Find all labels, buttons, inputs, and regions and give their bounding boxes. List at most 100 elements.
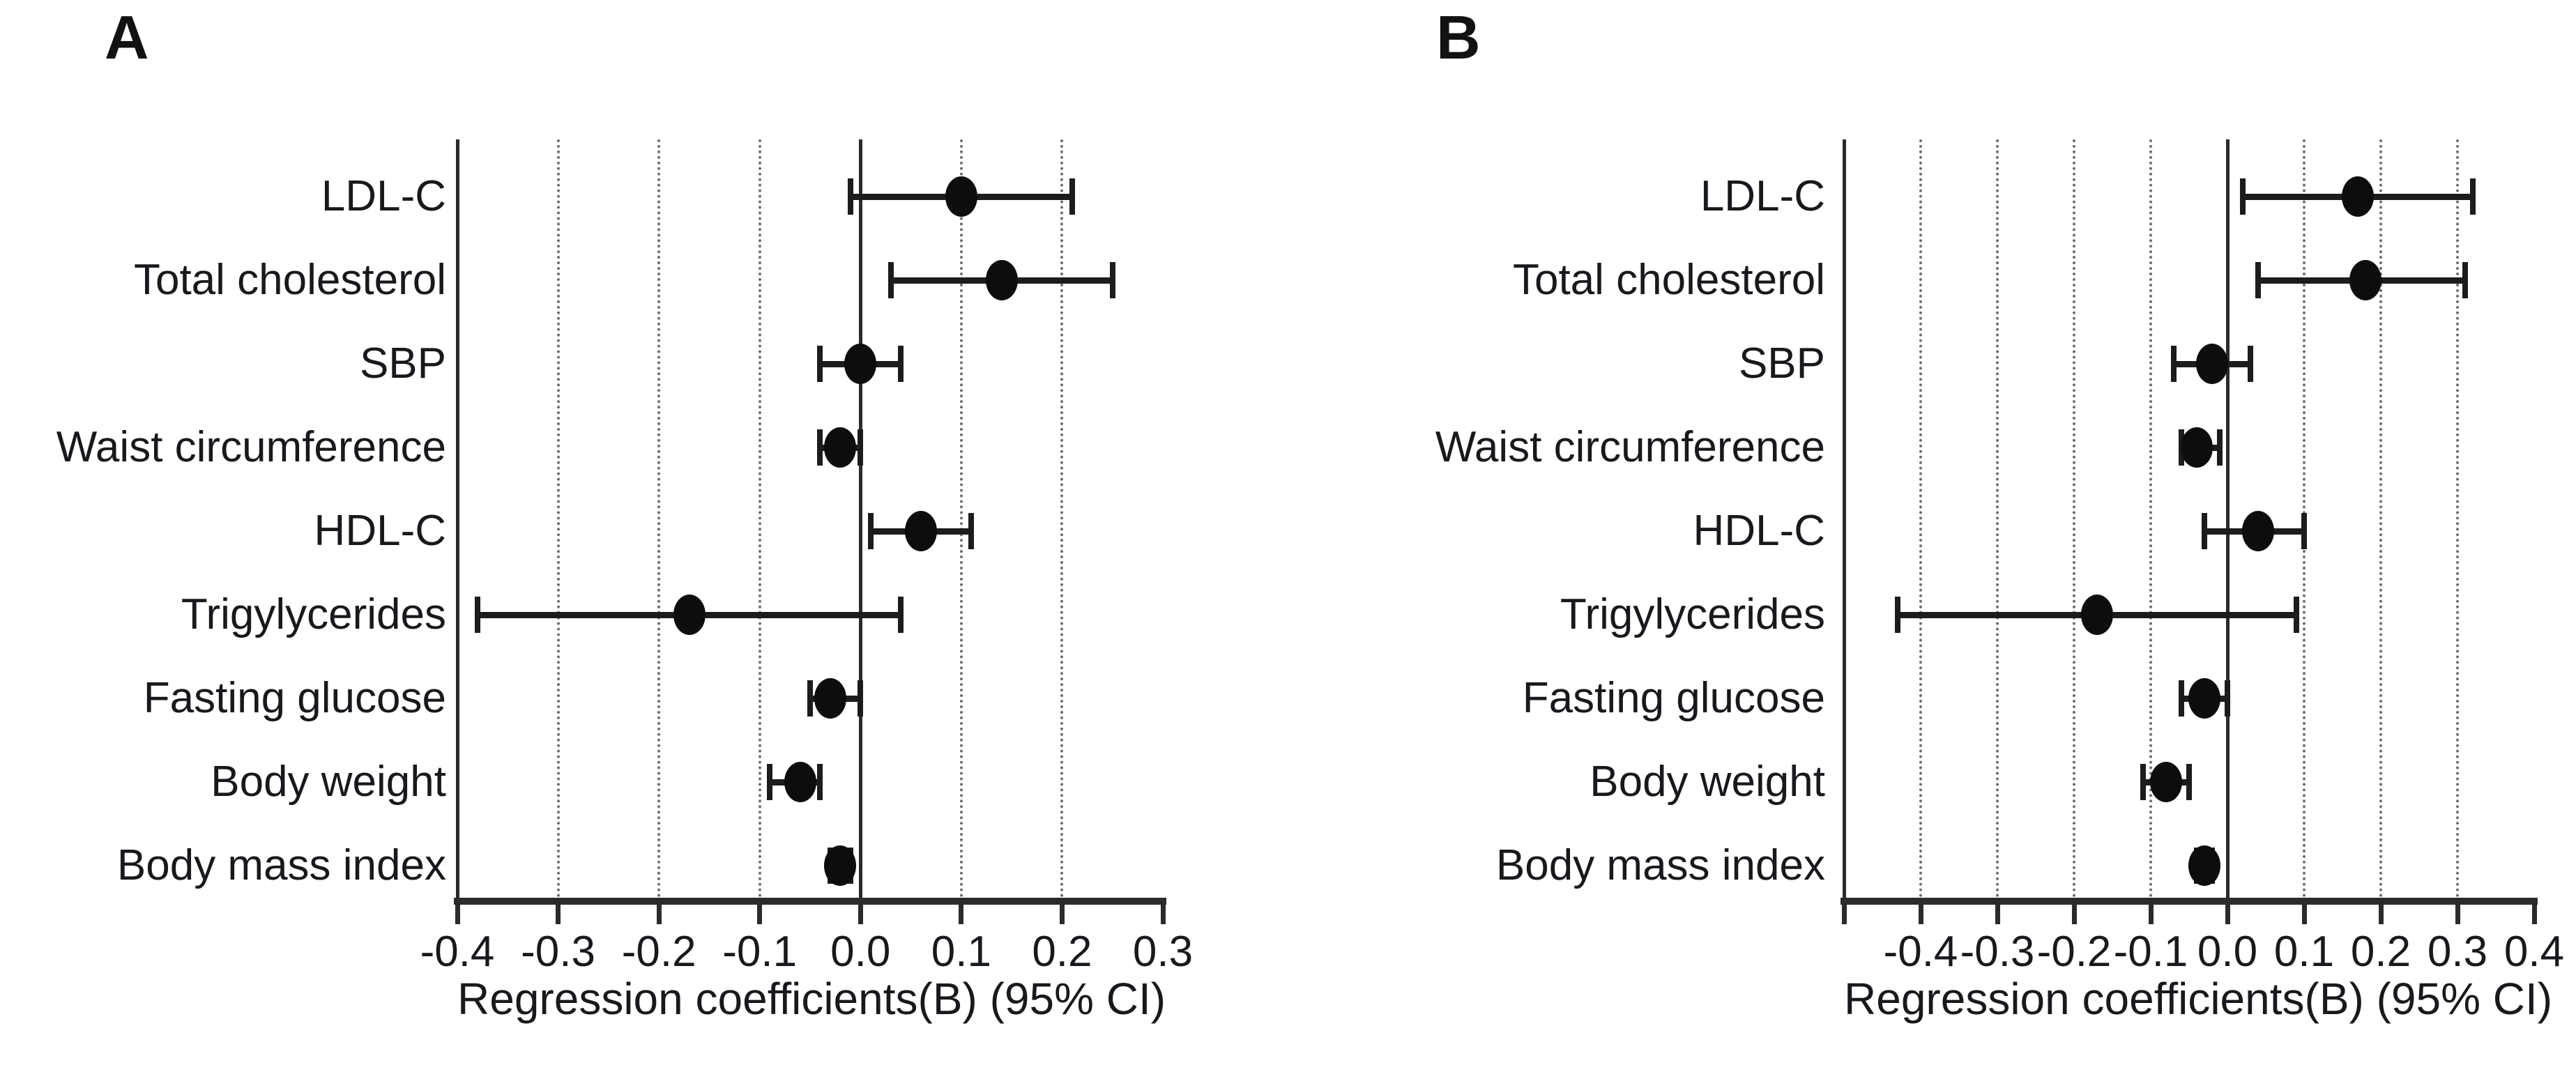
x-axis-tick [757,905,763,924]
row-label: Trigylycerides [181,590,446,638]
ci-cap-high [968,513,975,549]
row-label: Fasting glucose [143,674,446,722]
ci-cap-low [2202,513,2207,549]
point-marker [824,427,857,468]
row-label: Body mass index [1495,841,1825,889]
ci-cap-high [898,597,904,633]
point-marker [2188,678,2220,719]
row-label: SBP [1738,339,1825,388]
grid-line [556,139,560,898]
ci-cap-high [2294,597,2299,633]
ci-cap-high [1109,262,1115,298]
ci-cap-low [817,346,823,382]
point-marker [2181,427,2213,468]
row-label: Waist circumference [56,423,446,471]
point-marker [2342,176,2374,217]
panel-a-x-axis-title: Regression coefficients(B) (95% CI) [457,974,1166,1024]
x-axis-tick [858,905,863,924]
zero-line [2225,139,2230,898]
ci-cap-high [2186,764,2192,800]
row-label: HDL-C [314,507,446,555]
x-axis-tick [1841,905,1847,924]
row-label: Waist circumference [1435,423,1825,471]
panel-a-plot-area: -0.4 -0.3 -0.2 -0.1 0.0 0.1 0.2 0.3 [420,139,1193,976]
grid-line [2073,139,2075,898]
x-tick-label: 0.0 [830,928,891,976]
ci-cap-high [858,680,864,717]
x-axis-tick [959,905,964,924]
ci-cap-low [817,429,823,466]
x-tick-label: 0.3 [1132,928,1194,976]
ci-cap-low [867,513,874,549]
x-axis-tick [1995,905,2000,924]
x-tick-label: 0.0 [2197,928,2258,976]
ci-cap-low [2179,680,2184,717]
row-label: LDL-C [1700,172,1825,220]
x-tick-label: -0.3 [1960,928,2035,976]
grid-line [1996,139,1999,898]
x-tick-label: -0.2 [2036,928,2112,976]
ci-cap-high [817,764,823,800]
x-axis-tick [556,905,561,924]
zero-line [858,139,862,898]
ci-cap-high [898,346,904,382]
row-label: Body mass index [116,841,446,889]
grid-line [1060,139,1064,898]
x-axis-tick [1059,905,1065,924]
row-label: Body weight [211,758,446,806]
point-marker [2188,845,2220,886]
x-tick-label: 0.3 [2427,928,2488,976]
ci-cap-low [1895,597,1900,633]
point-marker [945,176,977,217]
row-label: Total cholesterol [1512,256,1825,304]
point-marker [784,762,816,802]
row-label: Body weight [1590,758,1825,806]
ci-cap-low [474,597,480,633]
ci-cap-low [887,262,894,298]
x-axis-tick [2225,905,2230,924]
grid-line [758,139,761,898]
grid-line [2379,139,2382,898]
y-axis-line [456,139,459,898]
ci-cap-low [2140,764,2146,800]
row-label: Trigylycerides [1560,590,1825,638]
row-label: HDL-C [1693,507,1825,555]
x-tick-label: 0.2 [2350,928,2411,976]
point-marker [2242,511,2274,551]
row-label: LDL-C [321,172,446,220]
ci-cap-high [2217,429,2223,466]
point-marker [824,845,857,886]
point-marker [2081,595,2113,635]
x-axis-tick [2455,905,2460,924]
panel-b-x-axis-title: Regression coefficients(B) (95% CI) [1844,974,2553,1024]
x-tick-label: -0.1 [722,928,798,976]
panel-a-row-labels: LDL-C Total cholesterol SBP Waist circumfer… [0,0,446,1065]
ci-cap-low [2240,178,2246,215]
point-marker [2349,260,2381,300]
panel-b-plot-area: -0.4 -0.3 -0.2 -0.1 0.0 0.1 0.2 0.3 0.4 [1840,139,2564,976]
point-marker [985,260,1018,300]
x-tick-label: 0.4 [2503,928,2565,976]
grid-line [959,139,963,898]
ci-cap-low [2171,346,2177,382]
x-tick-label: -0.4 [1883,928,1958,976]
x-axis-tick [2531,905,2537,924]
x-axis-tick [1918,905,1923,924]
ci-cap-high [2248,346,2253,382]
x-axis-tick [656,905,662,924]
ci-cap-high [2470,178,2476,215]
ci-cap-high [2462,262,2468,298]
ci-cap-low [2255,262,2261,298]
row-label: Fasting glucose [1522,674,1825,722]
ci-cap-low [767,764,773,800]
grid-line [1919,139,1922,898]
row-label: SBP [359,339,446,388]
ci-cap-low [847,178,853,215]
grid-line [2456,139,2459,898]
x-axis-tick [2301,905,2307,924]
grid-line [657,139,661,898]
ci-cap-high [2301,513,2307,549]
point-marker [673,595,706,635]
